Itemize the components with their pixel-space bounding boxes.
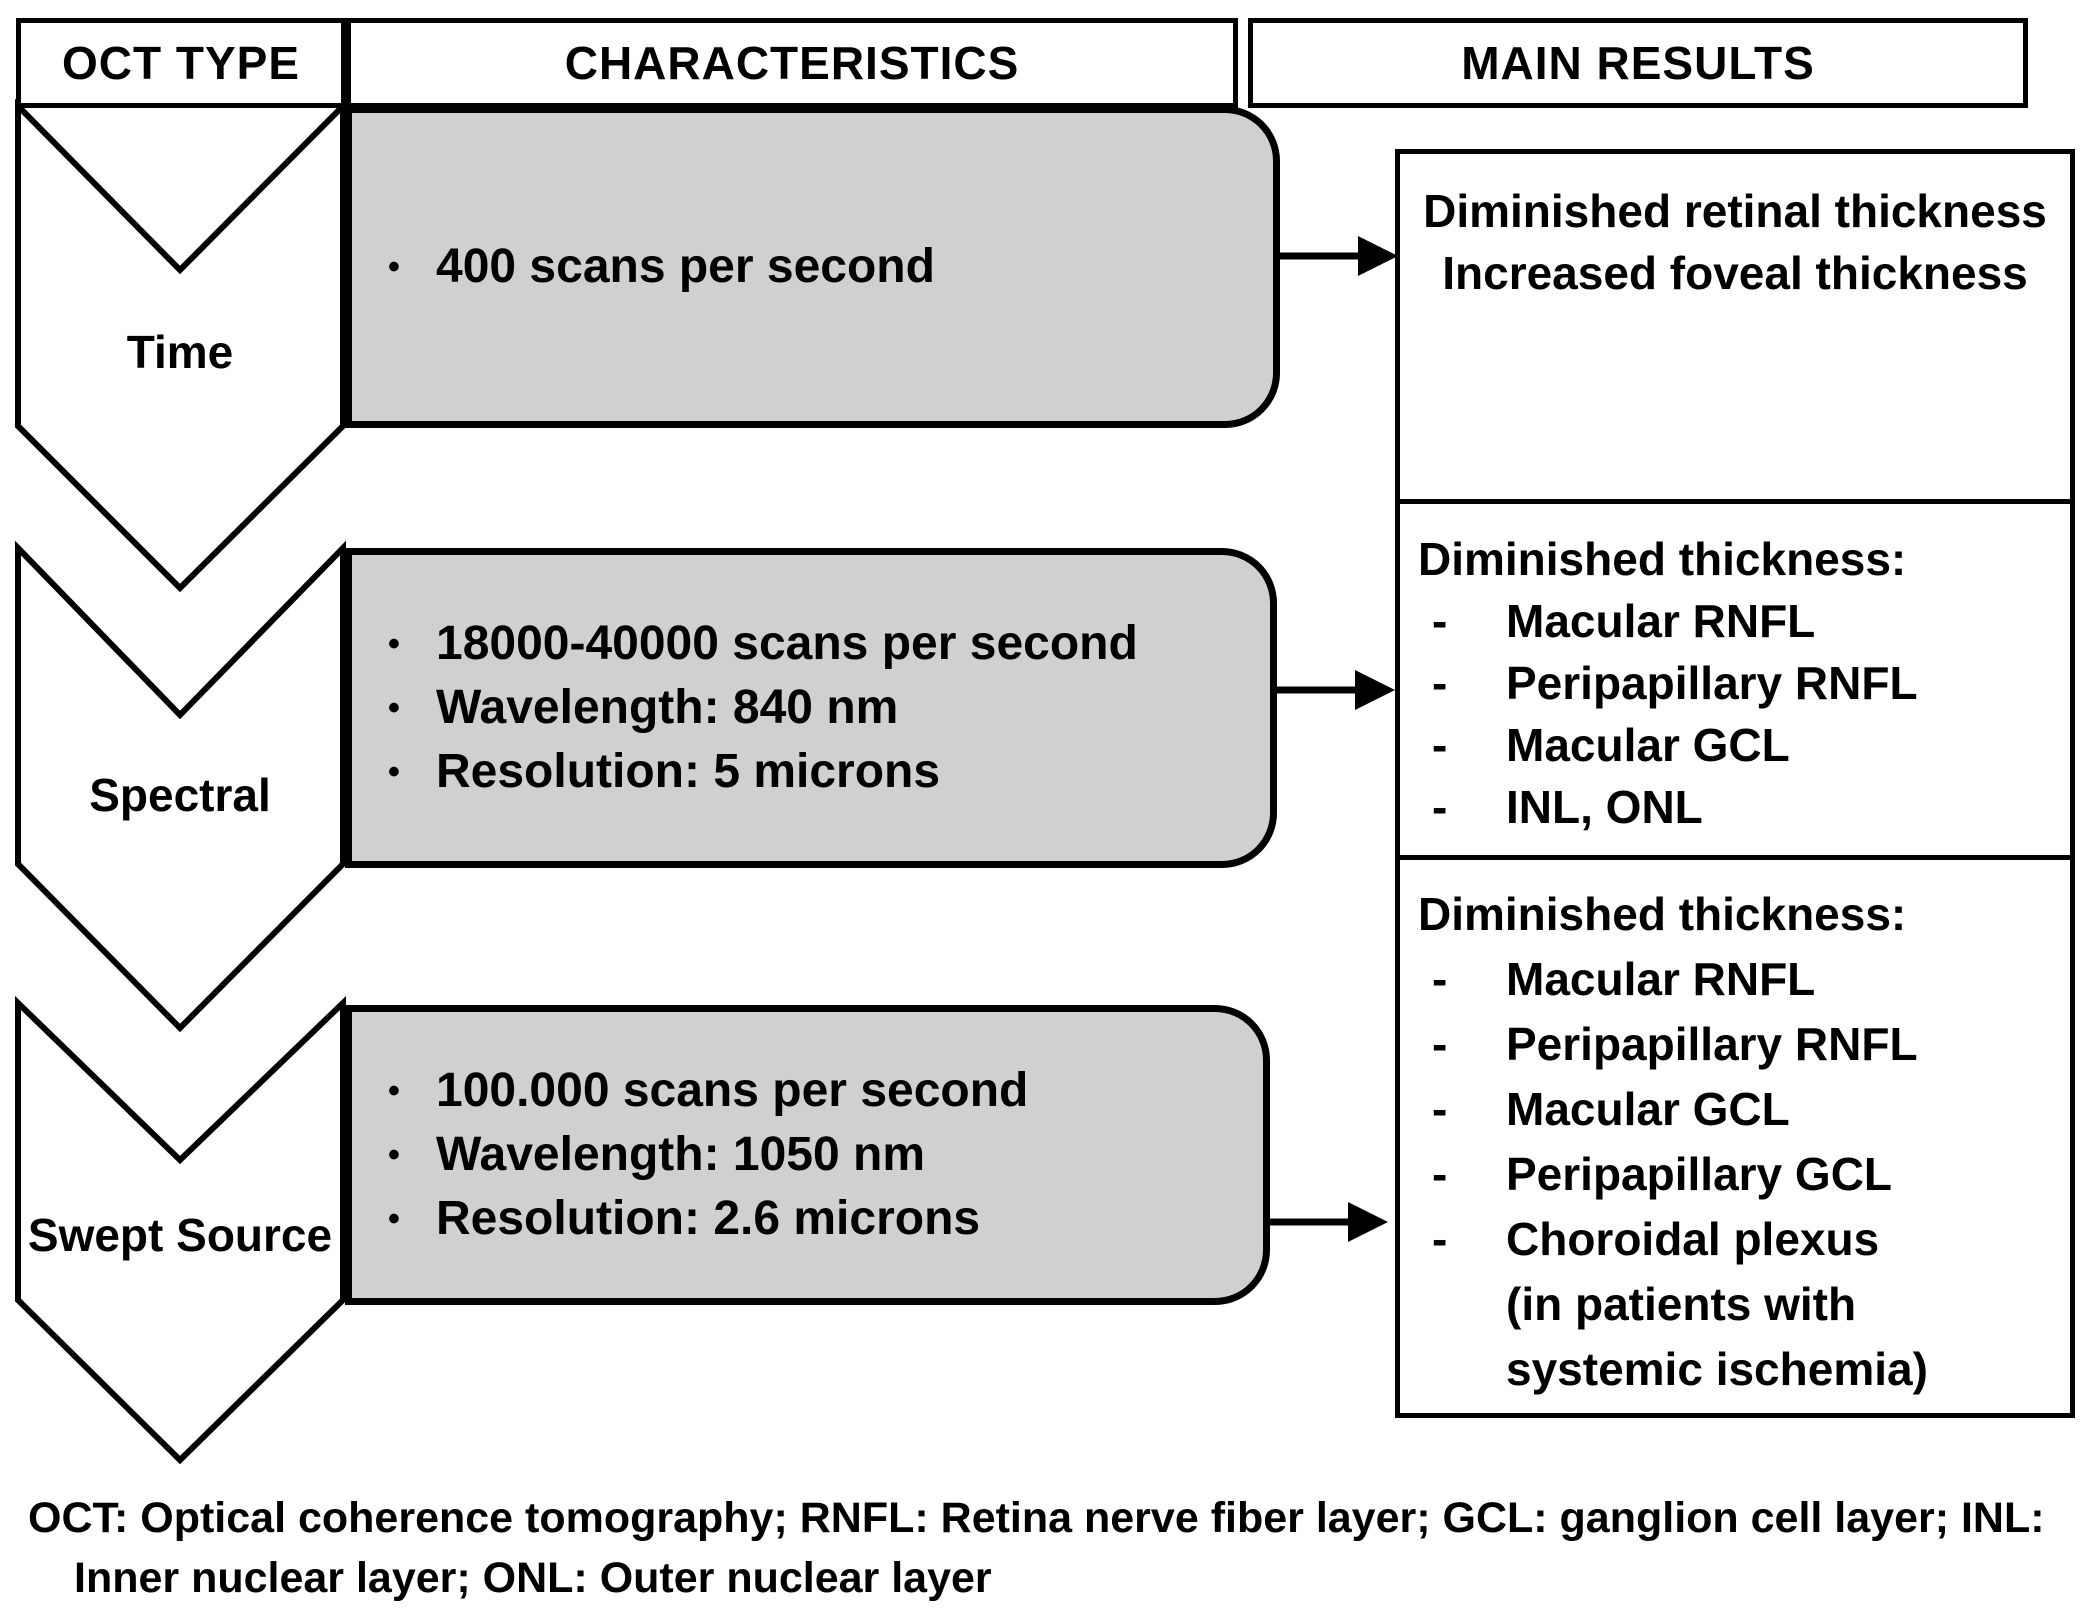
arrow-swept-to-results-icon <box>1268 1202 1388 1242</box>
dash-icon: - <box>1432 595 1448 647</box>
chevron-spectral <box>15 540 346 1033</box>
oct-type-label-time: Time <box>126 326 234 378</box>
result-item: - Peripapillary RNFL <box>1400 1012 2070 1077</box>
characteristic-text: 18000-40000 scans per second <box>436 617 1138 670</box>
bullet-icon: • <box>388 248 400 286</box>
result-line: Increased foveal thickness <box>1442 247 2028 299</box>
result-title: Diminished thickness: <box>1418 533 1907 585</box>
header-cell-main-results: MAIN RESULTS <box>1248 18 2028 108</box>
dash-icon: - <box>1432 1083 1448 1135</box>
dash-icon: - <box>1432 1148 1448 1200</box>
result-item: - Macular GCL <box>1400 714 2070 776</box>
characteristic-text: Wavelength: 840 nm <box>436 681 899 734</box>
characteristics-box-time: • 400 scans per second <box>345 106 1280 428</box>
result-item-text: Macular RNFL <box>1506 595 1816 647</box>
header-cell-characteristics: CHARACTERISTICS <box>346 18 1238 108</box>
characteristics-box-spectral: • 18000-40000 scans per second • Wavelen… <box>345 548 1277 868</box>
result-continuation-line: systemic ischemia) <box>1506 1343 1928 1395</box>
result-line: Diminished retinal thickness <box>1423 185 2047 237</box>
dash-icon: - <box>1432 1018 1448 1070</box>
bullet-icon: • <box>388 625 400 663</box>
arrow-time-to-results-icon <box>1278 236 1398 276</box>
result-item: - Macular RNFL <box>1400 947 2070 1012</box>
characteristic-item: • 400 scans per second <box>352 235 1273 299</box>
dash-icon: - <box>1432 953 1448 1005</box>
result-item-text: Choroidal plexus <box>1506 1213 1880 1265</box>
header-main-results-label: MAIN RESULTS <box>1461 37 1815 89</box>
result-title: Diminished thickness: <box>1418 888 1907 940</box>
characteristic-item: • Resolution: 5 microns <box>352 740 1270 804</box>
characteristic-text: Wavelength: 1050 nm <box>436 1128 926 1181</box>
results-box-spectral: Diminished thickness: - Macular RNFL - P… <box>1395 499 2075 860</box>
bullet-icon: • <box>388 1136 400 1174</box>
result-item-text: INL, ONL <box>1506 781 1703 833</box>
characteristic-item: • Wavelength: 840 nm <box>352 676 1270 740</box>
arrow-spectral-to-results-icon <box>1275 670 1395 710</box>
result-item: - INL, ONL <box>1400 776 2070 838</box>
abbreviations-footnote: OCT: Optical coherence tomography; RNFL:… <box>28 1494 2045 1602</box>
bullet-icon: • <box>388 1072 400 1110</box>
characteristic-item: • 100.000 scans per second <box>352 1059 1263 1123</box>
dash-icon: - <box>1432 781 1448 833</box>
bullet-icon: • <box>388 753 400 791</box>
header-characteristics-label: CHARACTERISTICS <box>564 37 1020 89</box>
bullet-icon: • <box>388 689 400 727</box>
characteristic-text: Resolution: 5 microns <box>436 745 941 798</box>
result-item: - Macular GCL <box>1400 1077 2070 1142</box>
results-box-swept-source: Diminished thickness: - Macular RNFL - P… <box>1395 855 2075 1418</box>
characteristic-text: 100.000 scans per second <box>436 1064 1029 1117</box>
oct-type-label-spectral: Spectral <box>89 769 271 821</box>
chevron-time <box>15 98 346 593</box>
dash-icon: - <box>1432 719 1448 771</box>
bullet-icon: • <box>388 1200 400 1238</box>
characteristic-text: Resolution: 2.6 microns <box>436 1192 981 1245</box>
result-item: - Peripapillary RNFL <box>1400 652 2070 714</box>
characteristics-box-swept-source: • 100.000 scans per second • Wavelength:… <box>345 1005 1270 1305</box>
result-item: - Choroidal plexus <box>1400 1207 2070 1272</box>
characteristic-text: 400 scans per second <box>436 240 935 293</box>
characteristic-item: • Resolution: 2.6 microns <box>352 1187 1263 1251</box>
result-item-text: Macular GCL <box>1506 719 1790 771</box>
result-item-text: Peripapillary GCL <box>1506 1148 1893 1200</box>
characteristic-item: • 18000-40000 scans per second <box>352 612 1270 676</box>
header-oct-type-label: OCT TYPE <box>61 37 301 89</box>
results-box-time: Diminished retinal thickness Increased f… <box>1395 149 2075 504</box>
dash-icon: - <box>1432 1213 1448 1265</box>
result-item: - Macular RNFL <box>1400 590 2070 652</box>
result-item-text: Peripapillary RNFL <box>1506 657 1918 709</box>
dash-icon: - <box>1432 657 1448 709</box>
header-cell-oct-type: OCT TYPE <box>16 18 346 108</box>
oct-type-label-swept-source: Swept Source <box>27 1209 333 1261</box>
characteristic-item: • Wavelength: 1050 nm <box>352 1123 1263 1187</box>
result-item-text: Macular RNFL <box>1506 953 1816 1005</box>
result-item: - Peripapillary GCL <box>1400 1142 2070 1207</box>
chevron-swept-source <box>15 995 346 1465</box>
result-item-text: Macular GCL <box>1506 1083 1790 1135</box>
result-item-text: Peripapillary RNFL <box>1506 1018 1918 1070</box>
result-continuation-line: (in patients with <box>1506 1278 1857 1330</box>
